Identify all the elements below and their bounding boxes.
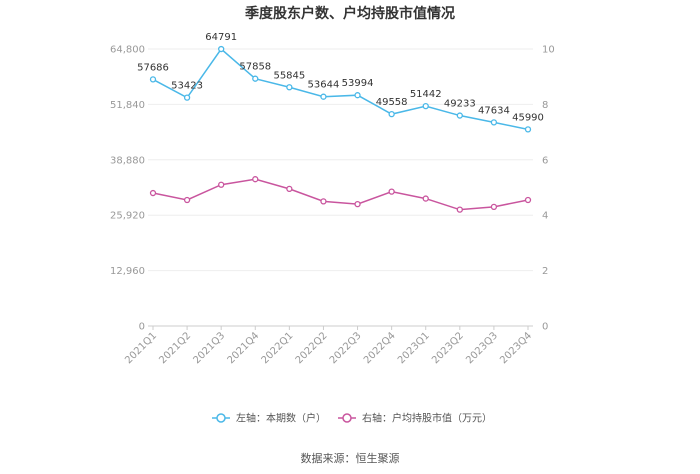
- data-point: [490, 119, 498, 126]
- data-point: [354, 200, 361, 208]
- legend: 左轴：本期数（户） 右轴：户均持股市值（万元）: [212, 412, 492, 425]
- data-point: [456, 112, 463, 119]
- data-label: 57686: [137, 62, 169, 73]
- x-tick-label: 2021Q3: [191, 330, 227, 366]
- data-point: [490, 203, 498, 211]
- left-axis: 0 12,960 25,920 38,880 51,840 64,800: [110, 45, 145, 333]
- data-label: 53423: [171, 81, 203, 92]
- data-label: 49558: [376, 97, 408, 108]
- left-tick-label: 12,960: [110, 266, 145, 277]
- data-point: [422, 102, 429, 110]
- x-tick-label: 2023Q1: [396, 330, 432, 366]
- data-point: [183, 94, 191, 101]
- data-label: 64791: [205, 32, 237, 43]
- x-axis: 2021Q12021Q22021Q32021Q42022Q12022Q22022…: [123, 326, 534, 366]
- data-point: [149, 189, 157, 197]
- right-tick-label: 8: [542, 100, 548, 111]
- left-tick-label: 51,840: [110, 100, 145, 111]
- x-tick-label: 2022Q3: [328, 330, 364, 366]
- legend-marker: [342, 413, 352, 423]
- left-tick-label: 64,800: [110, 45, 145, 56]
- data-point: [286, 84, 293, 91]
- source-note: 数据来源：恒生聚源: [301, 451, 400, 465]
- data-label: 57858: [239, 62, 271, 73]
- data-point: [524, 196, 532, 204]
- x-tick-label: 2023Q2: [430, 330, 466, 366]
- data-point: [286, 185, 293, 193]
- right-tick-label: 2: [542, 266, 548, 277]
- data-point: [456, 206, 463, 213]
- legend-label: 右轴：户均持股市值（万元）: [362, 412, 492, 425]
- right-tick-label: 6: [542, 155, 548, 166]
- legend-marker: [216, 413, 226, 423]
- data-point: [218, 181, 225, 188]
- grid: [148, 48, 533, 327]
- right-tick-label: 4: [542, 211, 548, 222]
- data-point: [218, 45, 225, 53]
- data-point: [320, 198, 327, 205]
- left-tick-label: 38,880: [110, 155, 145, 166]
- x-tick-label: 2021Q1: [123, 330, 159, 366]
- data-point: [388, 188, 395, 195]
- x-tick-label: 2021Q2: [157, 330, 193, 366]
- series-line-0: [152, 47, 529, 131]
- data-point: [388, 111, 395, 118]
- data-label: 53644: [308, 80, 340, 91]
- left-tick-label: 25,920: [110, 211, 145, 222]
- data-point: [354, 92, 361, 99]
- data-label: 51442: [410, 89, 442, 100]
- x-tick-label: 2022Q4: [362, 330, 398, 366]
- data-label: 53994: [342, 78, 374, 89]
- right-tick-label: 0: [542, 322, 548, 333]
- x-tick-label: 2021Q4: [226, 330, 262, 366]
- legend-label: 左轴：本期数（户）: [236, 412, 326, 425]
- data-label: 55845: [273, 70, 305, 81]
- data-label: 47634: [478, 105, 510, 116]
- data-point: [422, 195, 429, 202]
- data-label: 49233: [444, 99, 476, 110]
- data-point: [524, 126, 532, 133]
- data-point: [183, 196, 191, 204]
- series-line-1: [152, 178, 529, 211]
- chart-title: 季度股东户数、户均持股市值情况: [244, 5, 455, 22]
- right-axis: 0 2 4 6 8 10: [542, 45, 555, 333]
- data-point: [252, 75, 259, 82]
- data-label: 45990: [512, 112, 544, 123]
- data-point: [320, 93, 327, 100]
- x-tick-label: 2023Q3: [464, 330, 500, 366]
- data-point: [252, 176, 259, 183]
- right-tick-label: 10: [542, 45, 555, 56]
- left-tick-label: 0: [139, 322, 145, 333]
- x-tick-label: 2022Q1: [260, 330, 296, 366]
- x-tick-label: 2022Q2: [294, 330, 330, 366]
- x-tick-label: 2023Q4: [498, 330, 534, 366]
- data-point: [149, 76, 157, 83]
